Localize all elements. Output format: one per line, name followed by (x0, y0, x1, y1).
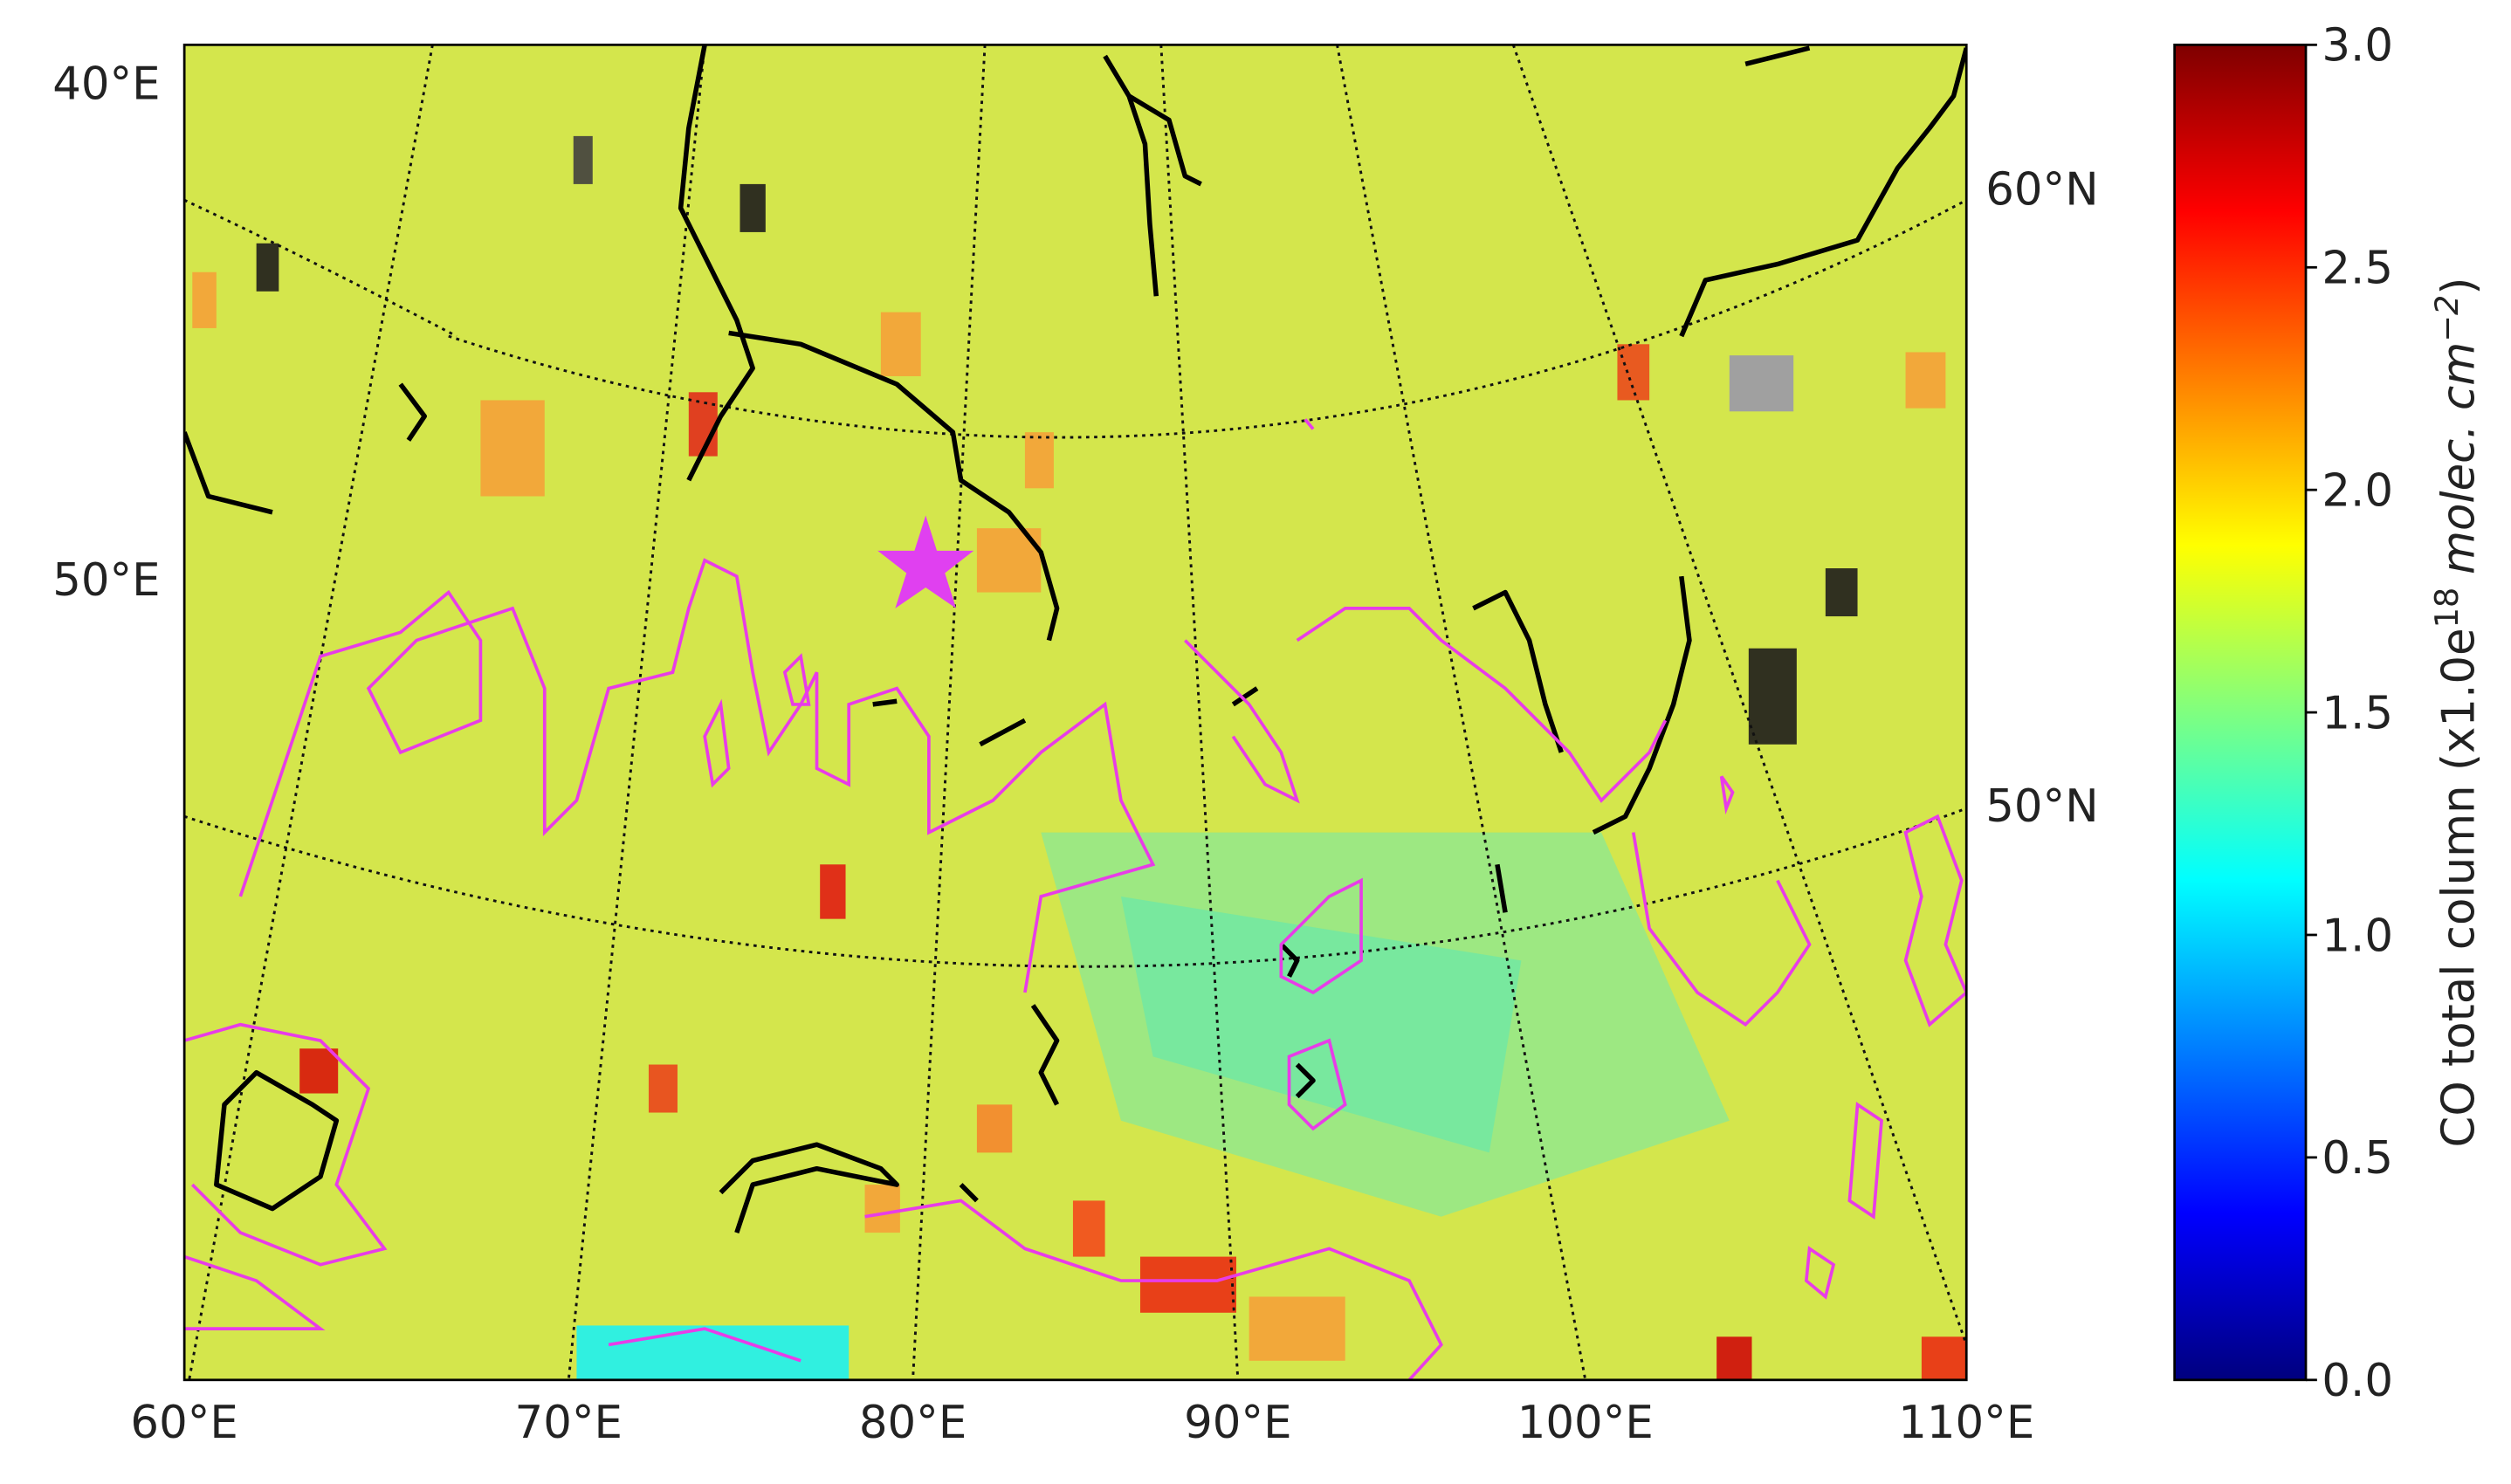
lat-label-right: 60°N (1985, 164, 2098, 216)
lon-label-left: 50°E (52, 554, 160, 607)
label-text: CO total column (x1.0e (2433, 628, 2486, 1147)
colorbar-tick-label: 2.0 (2322, 465, 2393, 518)
lon-label-bottom: 80°E (859, 1397, 967, 1449)
label-close: ) (2433, 278, 2486, 295)
axis-labels: 40°E 50°E 60°N 50°N 60°E 70°E 80°E 90°E 100°E 110… (52, 58, 2098, 1449)
label-unit: molec. cm (2433, 342, 2486, 574)
colorbar-tick-label: 0.5 (2322, 1132, 2393, 1185)
colorbar-tick-label: 1.0 (2322, 910, 2393, 962)
graticule (184, 45, 1967, 1380)
label-unit-exponent: −2 (2428, 295, 2466, 342)
map-background (184, 45, 1967, 1380)
lon-label-bottom: 90°E (1184, 1397, 1291, 1449)
lon-label-bottom: 110°E (1898, 1397, 2034, 1449)
colorbar-tick-label: 2.5 (2322, 243, 2393, 295)
colorbar-label: CO total column (x1.0e18 molec. cm−2) (2428, 278, 2485, 1148)
map-area (184, 45, 1967, 1380)
coastlines (184, 45, 1967, 1233)
pixel-patches (192, 135, 1967, 1380)
colorbar-tick-label: 1.5 (2322, 687, 2393, 739)
lon-label-left: 40°E (52, 58, 160, 111)
colorbar-tick-label: 0.0 (2322, 1355, 2393, 1407)
colorbar (2173, 43, 2308, 1382)
label-exponent: 18 (2428, 587, 2466, 629)
map-frame (182, 43, 1968, 1382)
lon-label-bottom: 70°E (515, 1397, 623, 1449)
lon-label-bottom: 100°E (1517, 1397, 1654, 1449)
lat-label-right: 50°N (1985, 780, 2098, 833)
colorbar-tick-label: 3.0 (2322, 20, 2393, 72)
lon-label-bottom: 60°E (130, 1397, 237, 1449)
contours (184, 418, 1967, 1380)
site-marker (877, 515, 974, 608)
